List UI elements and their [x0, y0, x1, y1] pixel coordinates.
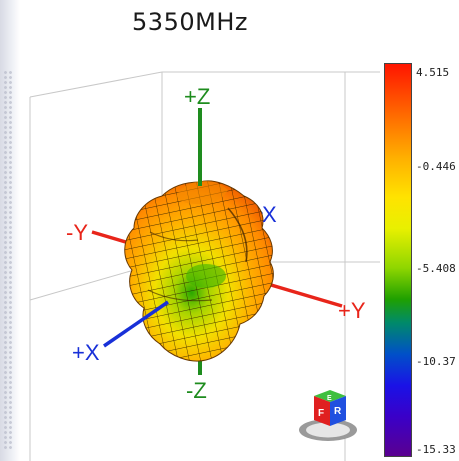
orientation-cube[interactable]: F R E — [299, 390, 357, 441]
radiation-lobe — [124, 180, 274, 362]
side-panel-strip — [0, 0, 20, 461]
x-axis-front — [103, 300, 169, 348]
cube-right-face[interactable] — [330, 396, 346, 426]
3d-pattern-plot[interactable]: +Z -Z -Y +Y +X X F R E — [0, 0, 380, 461]
plus-z-label: +Z — [184, 84, 210, 109]
minus-y-label: -Y — [66, 220, 88, 245]
cube-front-face[interactable] — [314, 396, 330, 426]
colorbar-max-label: 4.515 — [416, 66, 450, 79]
color-scale-bar — [384, 63, 412, 457]
plus-x-label: +X — [72, 340, 100, 365]
minus-x-label: X — [262, 202, 277, 227]
colorbar-min-label: -15.33 — [416, 443, 456, 456]
colorbar-tick-2: -0.446 — [416, 160, 456, 173]
cube-top-letter: E — [327, 395, 332, 402]
colorbar-tick-3: -5.408 — [416, 262, 456, 275]
colorbar-tick-4: -10.37 — [416, 355, 456, 368]
minus-z-label: -Z — [186, 378, 207, 403]
cube-front-letter: F — [318, 408, 324, 419]
plus-y-label: +Y — [338, 298, 366, 323]
frequency-title: 5350MHz — [132, 8, 248, 36]
cube-right-letter: R — [334, 406, 342, 417]
